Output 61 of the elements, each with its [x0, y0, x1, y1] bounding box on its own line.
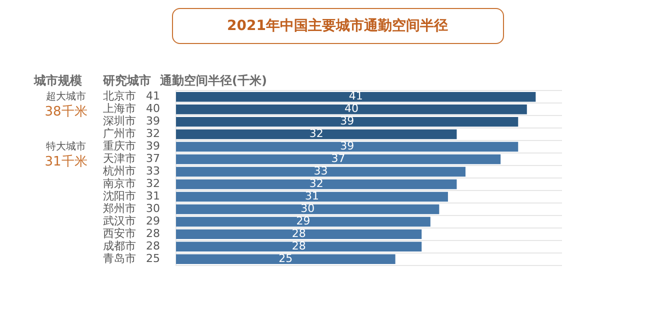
data-label: 28: [146, 227, 160, 240]
annotation: 37: [331, 152, 346, 166]
text: 城市规模: [33, 74, 82, 88]
y-tick-label: 深圳市: [103, 114, 136, 128]
text: 38千米: [44, 104, 88, 120]
y-tick-label: 成都市: [103, 240, 136, 253]
y-tick-label: 北京市: [103, 90, 136, 103]
bar: [176, 154, 501, 164]
bar: [176, 216, 430, 227]
y-tick-label: 武汉市: [103, 214, 136, 228]
annotation: 32: [309, 127, 324, 140]
annotation: 33: [314, 164, 328, 178]
bar: [176, 242, 422, 252]
data-label: 40: [146, 102, 160, 116]
data-label: 32: [146, 177, 160, 190]
y-tick-label: 重庆市: [103, 140, 136, 153]
annotation: 29: [296, 214, 310, 228]
y-tick-label: 上海市: [103, 102, 136, 116]
annotation: 30: [300, 202, 315, 216]
y-tick-label: 郑州市: [103, 202, 136, 216]
bar: [176, 104, 527, 114]
x-axis-title: 通勤空间半径(千米): [159, 74, 267, 88]
y-axis-title: 研究城市: [102, 74, 151, 88]
text: 特大城市: [46, 140, 86, 152]
bar: [176, 129, 457, 140]
annotation: 39: [340, 140, 354, 153]
bar: [176, 166, 466, 177]
data-label: 39: [146, 114, 160, 128]
bar: [176, 192, 448, 202]
y-tick-label: 广州市: [103, 127, 136, 140]
bar: [176, 204, 440, 214]
data-label: 29: [146, 214, 160, 228]
text: 超大城市: [46, 90, 86, 102]
y-tick-label: 杭州市: [102, 164, 136, 178]
annotation: 25: [278, 252, 293, 266]
y-tick-label: 沈阳市: [103, 190, 136, 203]
annotation: 28: [292, 227, 306, 240]
chart-title: 2021年中国主要城市通勤空间半径: [172, 8, 504, 44]
annotation: 32: [309, 177, 324, 190]
annotation: 31: [304, 190, 319, 203]
data-label: 41: [146, 90, 160, 103]
bar: [176, 116, 518, 127]
y-tick-label: 西安市: [103, 227, 136, 240]
bar: [176, 229, 422, 240]
data-label: 33: [146, 164, 160, 178]
bar: [176, 92, 536, 102]
data-label: 30: [146, 202, 160, 216]
data-label: 31: [146, 190, 160, 203]
data-label: 37: [146, 152, 160, 166]
data-label: 25: [146, 252, 160, 266]
bar: [176, 142, 518, 152]
data-label: 39: [146, 140, 160, 153]
text: 31千米: [44, 154, 88, 170]
y-tick-label: 南京市: [103, 177, 136, 190]
annotation: 28: [292, 240, 306, 253]
y-tick-label: 青岛市: [103, 252, 136, 266]
y-tick-label: 天津市: [103, 152, 136, 166]
bar: [176, 254, 396, 264]
bar: [176, 179, 457, 190]
data-label: 28: [146, 240, 160, 253]
data-label: 32: [146, 127, 160, 140]
